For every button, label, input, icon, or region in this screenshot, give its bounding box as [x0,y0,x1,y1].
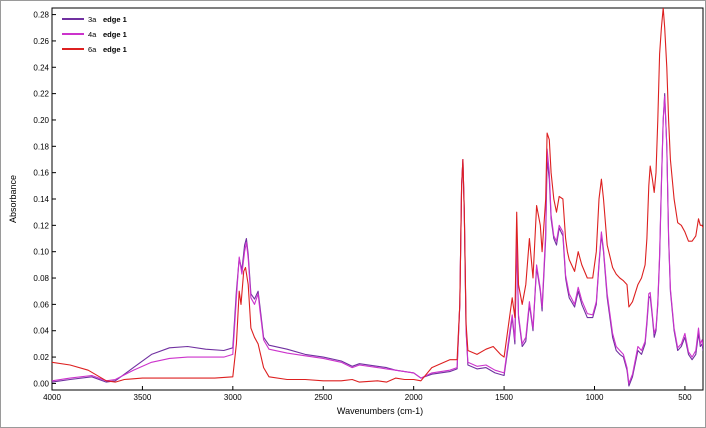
y-axis-ticks: 0.00 0.02 0.04 0.06 0.08 0.10 0.12 0.14 0.16 0.18… [33,11,56,388]
series-line-6a [52,8,703,383]
x-tick-label: 3500 [134,393,152,402]
y-tick-label: 0.26 [33,37,49,46]
y-tick-label: 0.00 [33,379,49,388]
legend-label-6a: 6a [88,45,97,54]
x-tick-label: 500 [678,393,692,402]
y-tick-label: 0.12 [33,221,49,230]
y-tick-label: 0.10 [33,248,49,257]
x-tick-label: 1500 [495,393,513,402]
legend: 3a edge 1 4a edge 1 6a edge 1 [62,15,127,54]
y-tick-label: 0.06 [33,300,49,309]
plot-area [51,7,704,391]
y-tick-label: 0.28 [33,11,49,20]
y-tick-label: 0.08 [33,274,49,283]
y-tick-label: 0.24 [33,63,49,72]
x-axis-ticks: 4000 3500 3000 2500 2000 1500 1000 500 [43,386,692,402]
y-tick-label: 0.22 [33,90,49,99]
series-lines [52,8,703,387]
series-line-4a [52,95,703,384]
legend-suffix-4a: edge 1 [103,30,127,39]
y-tick-label: 0.04 [33,327,49,336]
x-tick-label: 4000 [43,393,61,402]
y-tick-label: 0.20 [33,116,49,125]
legend-suffix-3a: edge 1 [103,15,127,24]
y-tick-label: 0.02 [33,353,49,362]
x-tick-label: 2500 [314,393,332,402]
x-tick-label: 1000 [586,393,604,402]
legend-label-4a: 4a [88,30,97,39]
y-tick-label: 0.16 [33,169,49,178]
y-tick-label: 0.18 [33,142,49,151]
legend-suffix-6a: edge 1 [103,45,127,54]
legend-label-3a: 3a [88,15,97,24]
x-tick-label: 3000 [224,393,242,402]
x-tick-label: 2000 [405,393,423,402]
x-axis-label: Wavenumbers (cm-1) [337,406,423,416]
y-axis-label: Absorbance [8,175,18,223]
y-tick-label: 0.14 [33,195,49,204]
